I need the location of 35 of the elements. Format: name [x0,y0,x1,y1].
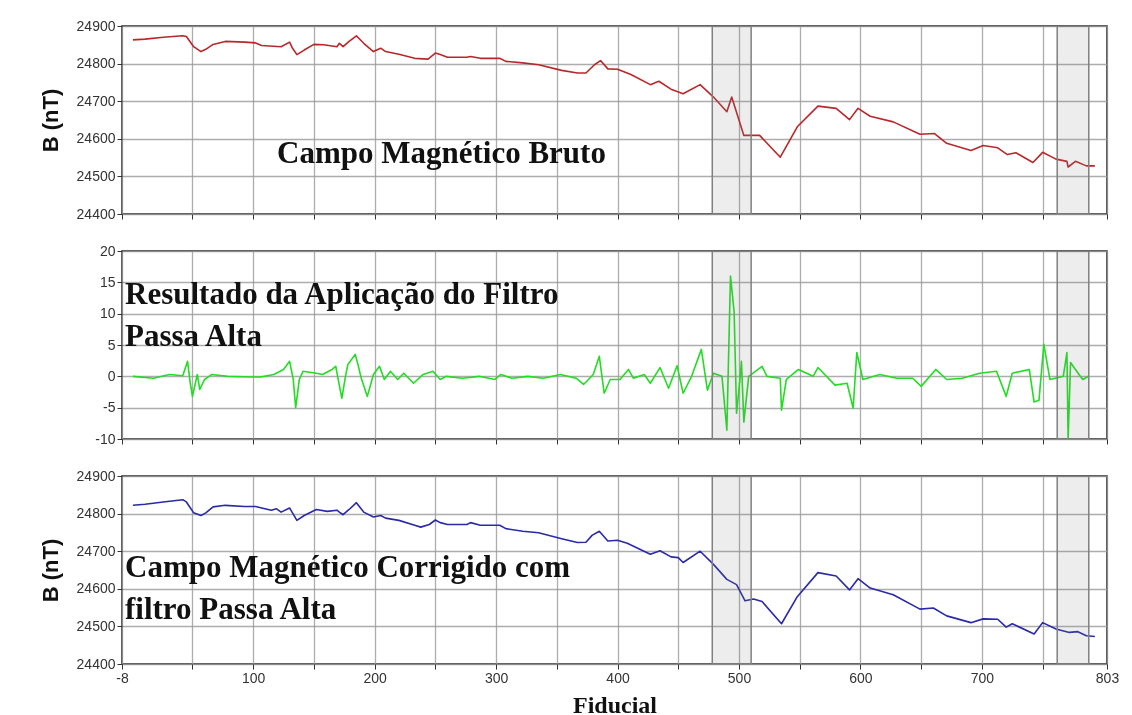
x-axis-title: Fiducial [572,691,658,715]
annotation: Campo Magnético Corrigido com filtro Passa Alta [125,549,571,626]
x-tick-label: 500 [727,669,752,686]
y-tick-label: 24600 [76,580,116,597]
x-tick-label: 803 [1095,669,1120,686]
y-tick-label: 20 [99,242,116,259]
y-tick-label: 24800 [76,55,116,72]
x-tick-label: 400 [606,669,630,686]
y-tick-label: 24800 [76,505,116,522]
y-axis-title: B (nT) [37,88,63,153]
y-tick-label: 24900 [76,467,116,484]
x-tick-label: 600 [849,669,873,686]
y-tick-label: -10 [95,430,116,447]
y-tick-label: 24700 [76,542,116,559]
x-tick-label: 300 [484,669,509,686]
y-tick-label: 24600 [76,130,116,147]
y-tick-label: 24500 [76,617,116,634]
y-tick-label: 24400 [76,655,116,672]
y-tick-label: 0 [107,367,116,384]
y-axis-title: B (nT) [37,538,63,603]
annotation: Resultado da Aplicação do Filtro Passa Alta [125,276,559,353]
y-tick-label: -5 [103,399,116,416]
y-tick-label: 15 [99,273,116,290]
y-tick-label: 24400 [76,205,116,222]
y-tick-label: 5 [107,336,116,353]
x-tick-label: 200 [363,669,388,686]
y-tick-label: 24500 [76,167,116,184]
y-tick-label: 24700 [76,92,116,109]
x-tick-label: 700 [970,669,995,686]
y-tick-label: 10 [99,305,116,322]
annotation: Campo Magnético Bruto [277,135,606,170]
x-tick-label: -8 [116,669,129,686]
x-tick-label: 100 [241,669,266,686]
y-tick-label: 24900 [76,17,116,34]
line-series [132,34,1096,168]
